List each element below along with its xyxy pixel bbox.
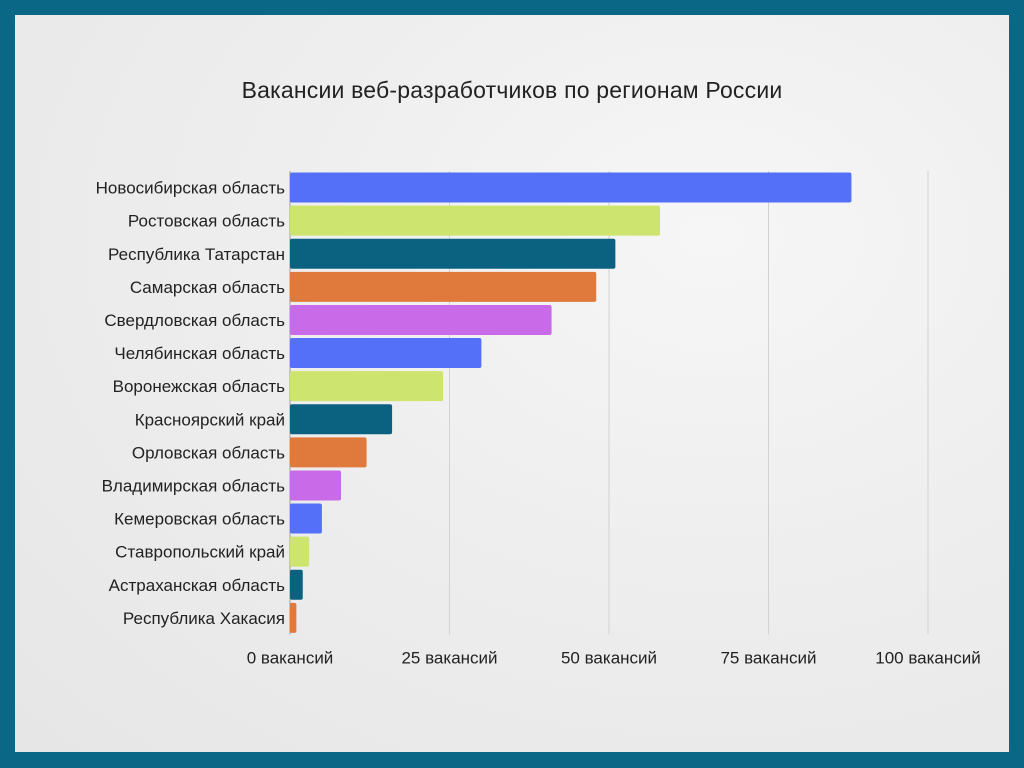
bar [290, 304, 552, 335]
category-label: Республика Татарстан [108, 245, 285, 264]
category-label: Владимирская область [102, 476, 286, 495]
bar [290, 338, 482, 369]
bar [290, 503, 322, 534]
category-label: Свердловская область [104, 311, 285, 330]
category-label: Кемеровская область [114, 510, 285, 529]
bar [290, 569, 303, 600]
x-tick-label: 50 вакансий [561, 648, 657, 667]
bar [290, 238, 616, 269]
chart-frame: Вакансии веб-разработчиков по регионам Р… [15, 15, 1009, 752]
category-label: Республика Хакасия [123, 609, 285, 628]
category-label: Астраханская область [109, 576, 285, 595]
category-label: Орловская область [132, 443, 285, 462]
bar [290, 536, 310, 567]
category-label: Челябинская область [114, 344, 285, 363]
x-tick-label: 75 вакансий [720, 648, 816, 667]
bar [290, 602, 297, 633]
category-label: Ростовская область [128, 212, 285, 231]
bar [290, 271, 597, 302]
category-label: Новосибирская область [96, 179, 285, 198]
bar [290, 172, 852, 203]
category-label: Красноярский край [135, 410, 285, 429]
chart-title: Вакансии веб-разработчиков по регионам Р… [241, 77, 783, 103]
bar [290, 437, 367, 468]
bar [290, 371, 444, 402]
category-label: Воронежская область [113, 377, 286, 396]
x-tick-label: 25 вакансий [401, 648, 497, 667]
x-tick-label: 0 вакансий [247, 648, 334, 667]
bar [290, 470, 342, 501]
bar-chart: Новосибирская область Ростовская область Р… [96, 171, 981, 667]
bar [290, 404, 393, 435]
category-label: Самарская область [130, 278, 285, 297]
bar [290, 205, 661, 236]
category-label: Ставропольский край [115, 543, 285, 562]
x-tick-label: 100 вакансий [875, 648, 981, 667]
